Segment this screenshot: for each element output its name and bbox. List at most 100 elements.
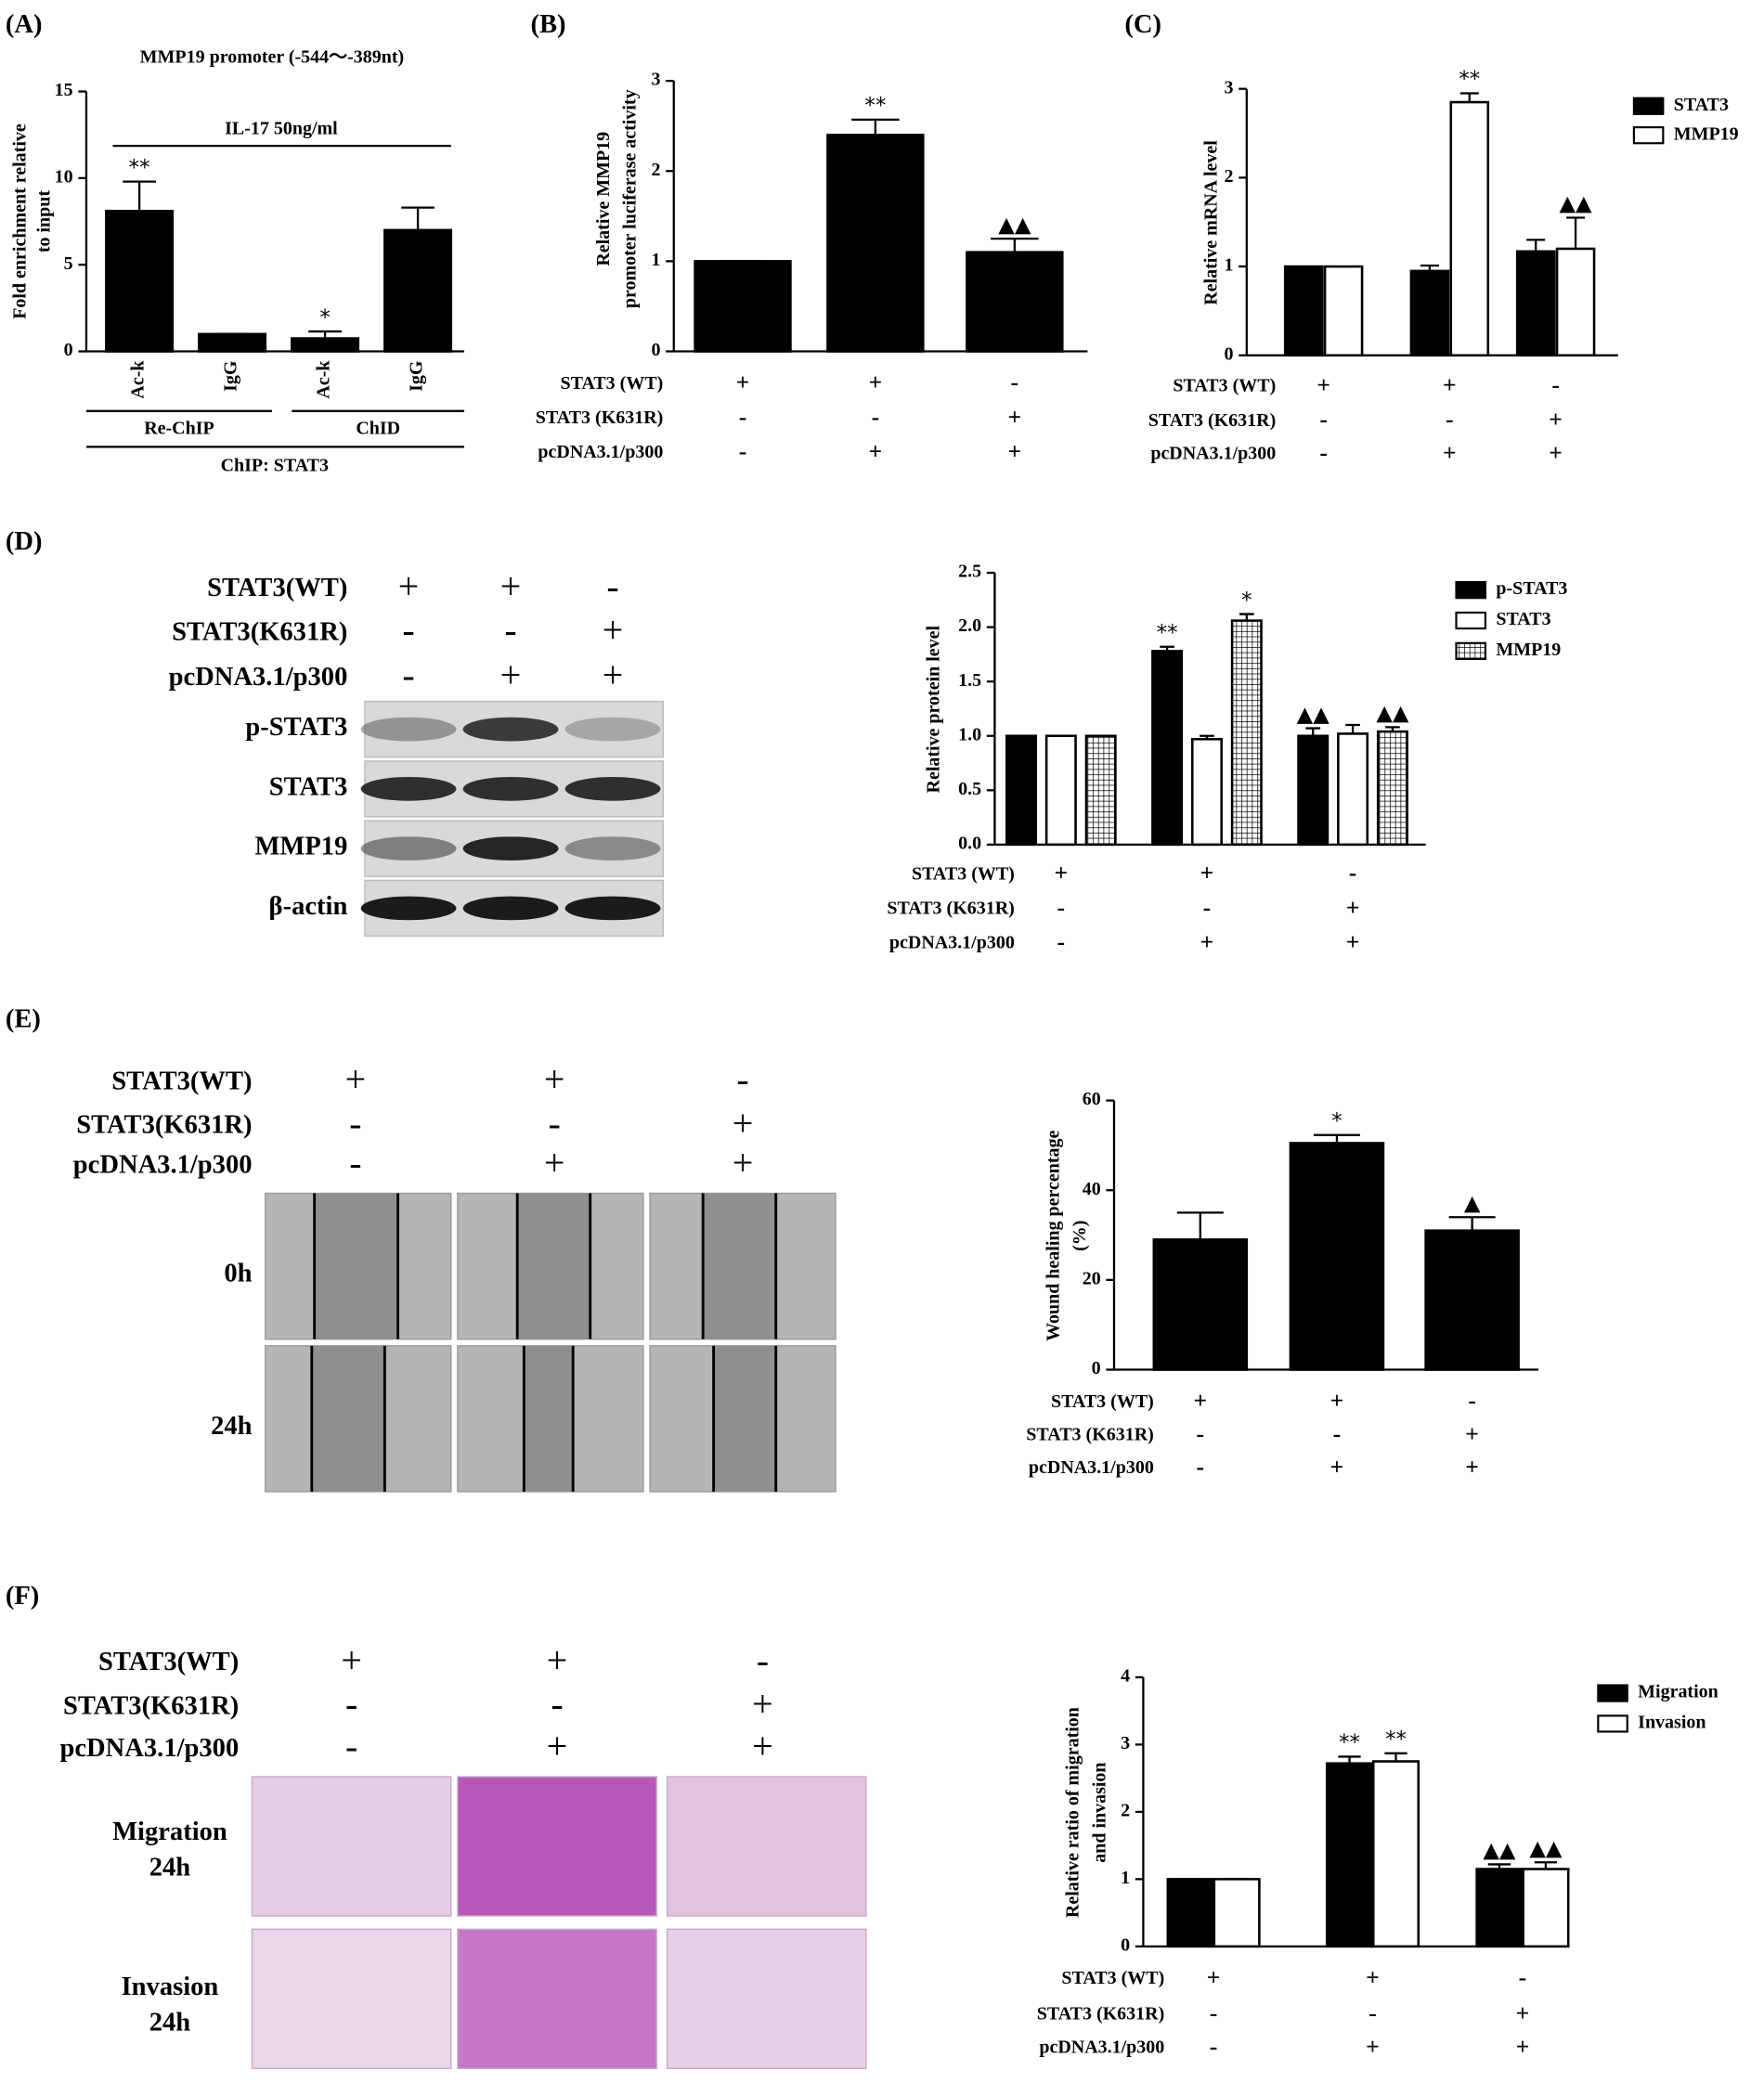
- error-bar: [1385, 726, 1400, 732]
- y-tick-label: 0: [1121, 1934, 1130, 1955]
- condition-label: STAT3 (K631R): [1148, 410, 1277, 431]
- micrograph: [457, 1776, 657, 1917]
- legend-label: Migration: [1638, 1682, 1719, 1702]
- error-bar: [1384, 1752, 1407, 1762]
- condition-sign: -: [1368, 1999, 1377, 2026]
- bar: [1325, 1762, 1374, 1948]
- error-bar: [1448, 1216, 1496, 1231]
- panel-label: (E): [6, 1004, 41, 1033]
- scratch-gap: [314, 1193, 398, 1339]
- condition-sign: +: [1516, 2033, 1530, 2060]
- condition-sign: -: [1210, 2033, 1218, 2060]
- condition-label: STAT3 (WT): [560, 373, 663, 394]
- significance-mark: *: [1241, 589, 1252, 613]
- y-tick-label: 0.5: [958, 779, 981, 799]
- significance-mark: **: [1385, 1727, 1407, 1752]
- bar: [1213, 1878, 1261, 1948]
- condition-label: pcDNA3.1/p300: [169, 663, 348, 692]
- legend-swatch: [1632, 97, 1665, 115]
- condition-label: STAT3 (WT): [1051, 1391, 1154, 1412]
- y-tick-label: 1: [1121, 1868, 1130, 1888]
- condition-sign: +: [603, 609, 624, 651]
- condition-sign: +: [345, 1058, 367, 1100]
- y-tick-label: 1.5: [958, 670, 981, 691]
- condition-sign: +: [736, 369, 750, 395]
- condition-sign: +: [1055, 860, 1069, 886]
- y-tick-label: 60: [1083, 1089, 1101, 1109]
- condition-sign: +: [1549, 439, 1563, 466]
- condition-label: pcDNA3.1/p300: [1150, 444, 1276, 464]
- scratch-gap: [517, 1193, 590, 1339]
- condition-label: STAT3 (WT): [912, 863, 1015, 884]
- legend-label: MMP19: [1496, 640, 1561, 660]
- error-bar: [1338, 1755, 1361, 1764]
- condition-sign: -: [1333, 1420, 1342, 1447]
- condition-sign: -: [402, 654, 414, 696]
- legend-swatch: [1597, 1684, 1628, 1702]
- blot-band: [462, 836, 559, 861]
- error-bar: [308, 330, 342, 339]
- error-bar: [1526, 239, 1546, 252]
- condition-sign: +: [1465, 1420, 1479, 1447]
- condition-sign: +: [733, 1102, 754, 1144]
- bar: [1376, 730, 1408, 847]
- scratch-gap: [311, 1345, 385, 1492]
- row-label: 24h: [149, 2009, 191, 2038]
- condition-sign: +: [1008, 403, 1022, 430]
- bar: [291, 337, 360, 353]
- condition-sign: -: [606, 565, 618, 607]
- significance-mark: **: [1157, 621, 1178, 645]
- condition-sign: +: [733, 1142, 754, 1184]
- condition-sign: +: [341, 1639, 362, 1681]
- y-tick-label: 2: [1225, 166, 1234, 187]
- panel-label: (D): [6, 527, 43, 556]
- y-tick-label: 1.0: [958, 724, 981, 744]
- condition-sign: -: [1203, 894, 1212, 921]
- bar: [1555, 247, 1596, 357]
- condition-label: pcDNA3.1/p300: [1029, 1457, 1154, 1478]
- bar: [1289, 1142, 1385, 1371]
- condition-sign: -: [1319, 406, 1328, 433]
- blot-band: [360, 777, 457, 801]
- bar: [1522, 1868, 1570, 1948]
- bar: [1449, 100, 1490, 357]
- bar: [1323, 265, 1364, 357]
- significance-mark: *: [1331, 1109, 1342, 1133]
- micrograph: [251, 1928, 452, 2070]
- condition-label: pcDNA3.1/p300: [1039, 2037, 1164, 2057]
- x-tick-label: Ac-k: [128, 360, 149, 399]
- condition-sign: +: [1465, 1454, 1479, 1481]
- y-axis-label: Relative MMP19: [593, 132, 614, 266]
- error-bar: [1487, 1863, 1511, 1870]
- condition-sign: +: [500, 565, 522, 607]
- blot-band: [462, 777, 559, 801]
- condition-sign: -: [504, 609, 516, 651]
- y-tick-label: 15: [55, 80, 73, 100]
- bar: [1230, 619, 1263, 847]
- condition-sign: +: [1330, 1454, 1344, 1481]
- y-tick-label: 0: [1225, 343, 1234, 364]
- condition-sign: +: [547, 1639, 568, 1681]
- error-bar: [401, 206, 435, 230]
- x-tick-label: IgG: [221, 361, 241, 392]
- condition-label: STAT3(K631R): [76, 1111, 252, 1140]
- condition-sign: -: [1011, 369, 1019, 395]
- blot-band: [462, 896, 559, 921]
- error-bar: [1305, 727, 1321, 736]
- condition-label: STAT3(WT): [111, 1067, 252, 1096]
- error-bar: [1313, 1133, 1360, 1144]
- legend-swatch: [1597, 1714, 1628, 1733]
- condition-sign: -: [1197, 1454, 1205, 1481]
- condition-label: pcDNA3.1/p300: [538, 442, 663, 462]
- condition-sign: +: [1443, 439, 1457, 466]
- group-label: Re-ChIP: [144, 418, 214, 438]
- y-tick-label: 5: [64, 253, 73, 274]
- condition-sign: +: [500, 654, 522, 696]
- condition-sign: +: [1200, 860, 1214, 886]
- significance-mark: ▲▲: [1529, 1836, 1563, 1860]
- condition-sign: +: [1317, 371, 1330, 398]
- y-tick-label: 2.0: [958, 615, 981, 636]
- bar: [1475, 1868, 1524, 1948]
- error-bar: [1176, 1211, 1224, 1240]
